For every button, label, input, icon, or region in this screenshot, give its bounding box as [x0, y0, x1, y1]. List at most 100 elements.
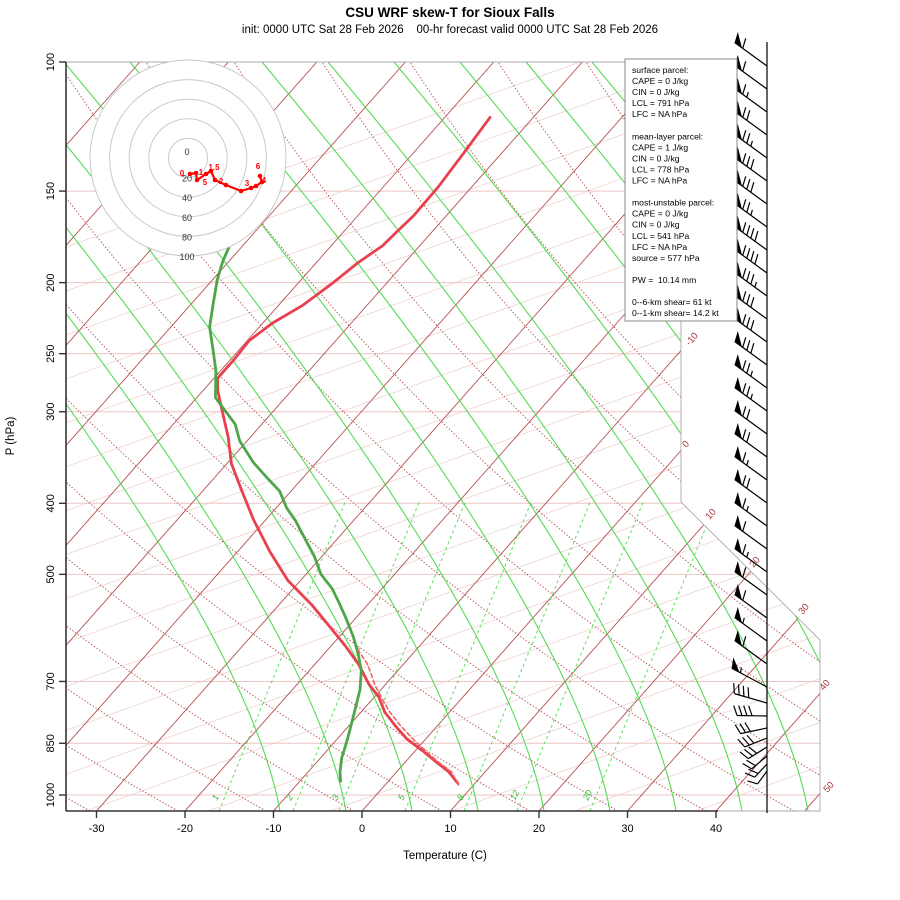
wind-barb-full: [747, 687, 750, 698]
dry-adiabat-line: [0, 62, 2, 811]
info-box-line: CAPE = 1 J/kg: [632, 142, 688, 152]
hodograph-height-label: 1: [199, 168, 204, 177]
mixing-ratio-label: 1: [210, 793, 221, 802]
wind-barb-pennant: [734, 330, 742, 347]
hodograph-trace-point: [187, 171, 193, 177]
wind-barb-shaft: [734, 409, 768, 435]
wind-barb-full: [750, 251, 755, 262]
pressure-tick-label: 200: [45, 273, 57, 291]
wind-barb-full: [742, 590, 747, 601]
wind-barb-full: [737, 684, 740, 696]
wind-barb: [734, 722, 768, 735]
info-box-line: CAPE = 0 J/kg: [632, 209, 688, 219]
temp-tick-label: 10: [444, 823, 456, 835]
hodograph-ring-label: 60: [182, 213, 192, 223]
temp-tick-label: -30: [89, 823, 105, 835]
wind-barb-pennant: [734, 514, 742, 531]
wind-barb-pennant: [734, 422, 742, 439]
info-box-line: surface parcel:: [632, 65, 688, 75]
wind-barb-pennant: [734, 307, 742, 324]
wind-barb: [731, 657, 768, 688]
wind-barb: [733, 683, 768, 704]
mixing-ratio-line: [338, 499, 467, 811]
wind-barb: [734, 146, 768, 182]
wind-barb-half: [750, 209, 753, 216]
wind-barb-full: [742, 84, 747, 95]
pressure-tick-label: 150: [45, 182, 57, 200]
aux-line: [66, 62, 820, 811]
aux-line: [451, 62, 820, 811]
hodograph-ring-label: 80: [182, 232, 192, 242]
isotherm-edge-label: 10: [703, 507, 718, 522]
info-box-line: mean-layer parcel:: [632, 131, 703, 141]
hodograph-ring: [148, 118, 228, 198]
page-subtitle: init: 0000 UTC Sat 28 Feb 2026 00-hr for…: [242, 24, 658, 36]
wind-barb-half: [746, 459, 749, 466]
info-box-line: LFC = NA hPa: [632, 176, 687, 186]
wind-barb-full: [742, 199, 747, 210]
moist-adiabat-line: [261, 62, 743, 811]
wind-barb-full: [750, 274, 755, 285]
wind-barb-pennant: [734, 376, 742, 393]
wind-barb-full: [750, 228, 755, 239]
wind-barb-pennant: [734, 123, 742, 140]
wind-barb-full: [742, 314, 747, 325]
info-box-line: LFC = NA hPa: [632, 242, 687, 252]
wind-barb-shaft: [734, 524, 768, 550]
pressure-tick-label: 400: [45, 494, 57, 512]
moist-adiabat-line: [66, 62, 347, 811]
wind-barb-pennant: [734, 583, 742, 600]
wind-barb-full: [742, 245, 747, 256]
wind-barb-full: [746, 248, 751, 259]
info-box-line: CAPE = 0 J/kg: [632, 76, 688, 86]
mixing-ratio-line: [292, 499, 421, 811]
wind-barb-full: [739, 751, 749, 760]
wind-barb-half: [750, 393, 753, 400]
aux-line: [817, 62, 820, 811]
wind-barb-pennant: [734, 238, 742, 255]
moist-adiabat-line: [789, 62, 820, 811]
sounding-curves-layer: [208, 116, 492, 786]
wind-barb: [734, 491, 768, 527]
hodograph-trace-point: [212, 177, 218, 183]
wind-barb: [734, 560, 768, 596]
wind-barb-pennant: [734, 54, 742, 71]
wind-barb-full: [742, 636, 747, 647]
wind-barb-full: [742, 153, 747, 164]
isotherm-line: [777, 62, 820, 811]
hodograph-ring-label: 0: [184, 147, 189, 157]
wind-barb: [734, 445, 768, 481]
info-box-line: CIN = 0 J/kg: [632, 87, 680, 97]
wind-barb-full: [742, 406, 747, 417]
wind-barb-pennant: [734, 399, 742, 416]
wind-barb-full: [742, 291, 747, 302]
wind-barb-full: [746, 202, 751, 213]
wind-barb-shaft: [734, 87, 768, 113]
wind-barb-full: [742, 360, 747, 371]
temp-tick-label: 40: [710, 823, 722, 835]
wind-barb-shaft: [734, 616, 768, 642]
background-grid-layer: [0, 62, 820, 811]
hodograph-trace-point: [253, 183, 259, 189]
wind-barb: [734, 583, 768, 619]
wind-barb-full: [744, 748, 753, 757]
wind-barb-full: [746, 386, 751, 397]
wind-barb: [733, 705, 768, 717]
wind-barb-full: [738, 705, 743, 716]
wind-barb: [747, 770, 768, 785]
wind-barb-full: [742, 521, 747, 532]
info-box-line: PW = 10.14 mm: [632, 275, 696, 285]
isotherm-edge-label: 30: [796, 602, 811, 617]
isotherm-line: [66, 62, 495, 811]
wind-barb-full: [742, 337, 747, 348]
dry-adiabat-line: [66, 62, 267, 811]
mixing-ratio-label: 20: [580, 788, 594, 802]
info-box-line: LCL = 541 hPa: [632, 231, 689, 241]
wind-barb: [734, 215, 768, 251]
wind-barb-full: [750, 159, 755, 170]
wind-barb-shaft: [744, 737, 768, 748]
hodograph-ring-label: 20: [182, 174, 192, 184]
moist-adiabat-line: [66, 62, 413, 811]
aux-line: [66, 62, 820, 811]
wind-barb-pennant: [734, 445, 742, 462]
